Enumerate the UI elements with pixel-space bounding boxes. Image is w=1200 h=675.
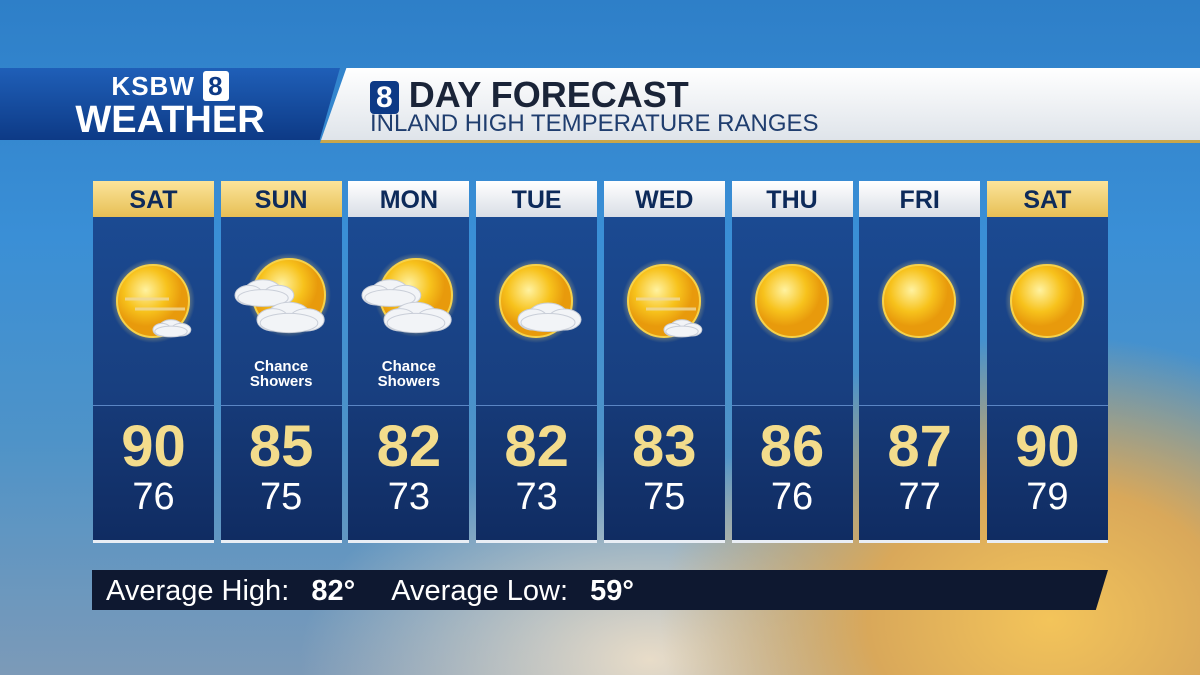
weather-icon xyxy=(111,259,195,343)
station: KSBW xyxy=(111,71,195,101)
high-temp: 86 xyxy=(759,414,825,479)
temperatures: 90 79 xyxy=(986,406,1108,543)
icon-wrap xyxy=(93,217,214,360)
high-temp: 83 xyxy=(632,414,697,479)
temperatures: 85 75 xyxy=(220,406,342,543)
day-column: SUN Chance Showers 85 75 xyxy=(220,181,342,543)
low-temp: 73 xyxy=(515,476,558,518)
icon-panel xyxy=(476,217,598,406)
day-column: TUE 82 73 xyxy=(476,181,598,543)
low-temp: 75 xyxy=(643,476,686,518)
temperatures: 82 73 xyxy=(348,406,470,543)
day-column: MON Chance Showers 82 73 xyxy=(348,181,470,543)
high-temp: 82 xyxy=(504,414,569,479)
averages-bar: Average High: 82° Average Low: 59° xyxy=(92,570,1108,610)
weather-icon xyxy=(749,259,834,343)
high-temp: 82 xyxy=(376,414,442,479)
high-temp: 90 xyxy=(1015,414,1080,479)
icon-panel xyxy=(603,217,725,406)
icon-panel: Chance Showers xyxy=(348,217,470,406)
temperatures: 90 76 xyxy=(93,406,214,543)
icon-panel xyxy=(986,217,1108,406)
title-line: 8 DAY FORECAST xyxy=(370,74,689,116)
icon-panel xyxy=(93,217,214,406)
low-temp: 77 xyxy=(898,476,941,518)
avg-high-label: Average High: xyxy=(106,575,290,607)
low-temp: 75 xyxy=(260,476,303,518)
condition: Chance Showers xyxy=(249,358,313,390)
icon-panel: Chance Showers xyxy=(220,217,342,406)
weather-icon xyxy=(877,259,962,343)
avg-low: 59° xyxy=(590,575,634,607)
icon-wrap xyxy=(348,217,469,360)
weather-icon xyxy=(621,259,706,343)
temperatures: 83 75 xyxy=(603,406,725,543)
day-column: THU 86 76 xyxy=(731,181,853,543)
low-temp: 73 xyxy=(387,476,431,518)
day-label: WED xyxy=(603,181,725,217)
day-label: TUE xyxy=(476,181,598,217)
title-banner: 8 DAY FORECAST INLAND HIGH TEMPERATURE R… xyxy=(320,68,1200,143)
low-temp: 76 xyxy=(770,476,814,518)
day-label: THU xyxy=(731,181,853,217)
icon-wrap xyxy=(221,217,342,360)
condition: Chance Showers xyxy=(377,358,441,390)
avg-low-label: Average Low: xyxy=(391,575,569,607)
day-label: MON xyxy=(348,181,470,217)
day-label: SAT xyxy=(986,181,1108,217)
high-temp: 87 xyxy=(887,414,952,479)
temperatures: 87 77 xyxy=(859,406,981,543)
avg-high: 82° xyxy=(311,575,356,607)
day-label: FRI xyxy=(859,181,981,217)
day-label: SUN xyxy=(220,181,342,217)
day-column: SAT 90 79 xyxy=(986,181,1108,543)
icon-panel xyxy=(859,217,981,406)
icon-panel xyxy=(731,217,853,406)
high-temp: 90 xyxy=(121,414,186,479)
logo-top: KSBW 8 xyxy=(0,71,340,102)
day-column: SAT 90 76 xyxy=(93,181,214,543)
icon-wrap xyxy=(987,217,1108,360)
temperatures: 82 73 xyxy=(476,406,598,543)
section: WEATHER xyxy=(75,99,265,141)
title: DAY FORECAST xyxy=(408,74,689,115)
high-temp: 85 xyxy=(248,414,314,479)
icon-wrap xyxy=(732,217,853,360)
weather-icon xyxy=(494,259,582,343)
icon-wrap xyxy=(476,217,597,360)
weather-icon xyxy=(361,253,459,337)
station-logo: KSBW 8 WEATHER xyxy=(0,68,340,140)
day-column: WED 83 75 xyxy=(603,181,725,543)
subtitle: INLAND HIGH TEMPERATURE RANGES xyxy=(370,110,819,137)
channel: 8 xyxy=(203,71,229,101)
low-temp: 79 xyxy=(1026,476,1069,518)
weather-icon xyxy=(1004,259,1089,343)
low-temp: 76 xyxy=(132,476,175,518)
icon-wrap xyxy=(604,217,725,360)
badge: 8 xyxy=(370,81,399,114)
temperatures: 86 76 xyxy=(731,406,853,543)
weather-icon xyxy=(234,253,331,337)
day-label: SAT xyxy=(93,181,214,217)
day-column: FRI 87 77 xyxy=(859,181,981,543)
icon-wrap xyxy=(859,217,980,360)
